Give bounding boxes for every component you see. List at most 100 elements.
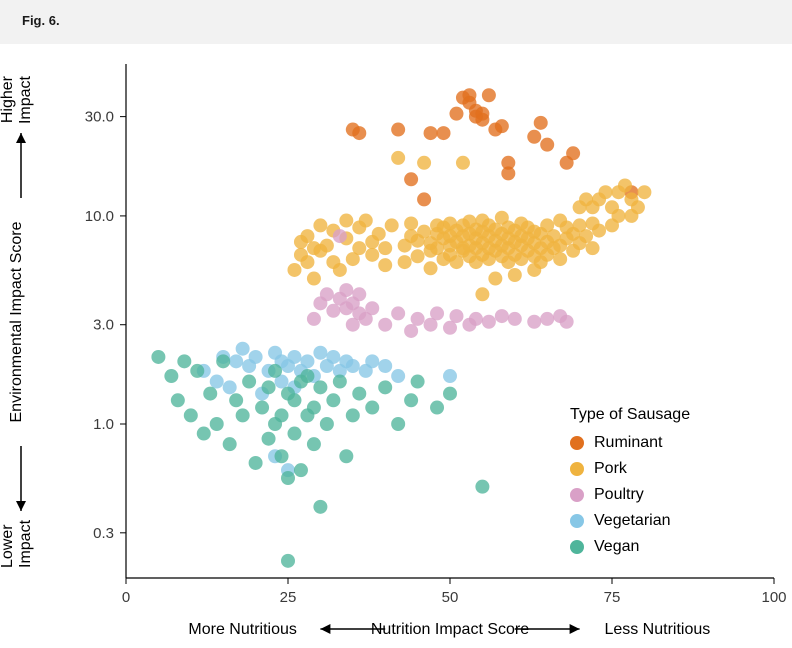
legend-label: Ruminant	[594, 434, 662, 452]
data-point	[637, 185, 651, 199]
data-point	[618, 179, 632, 193]
legend-item: Vegan	[570, 534, 690, 560]
data-point	[249, 456, 263, 470]
data-point	[216, 354, 230, 368]
data-point	[300, 229, 314, 243]
data-point	[482, 88, 496, 102]
data-point	[592, 224, 606, 238]
data-point	[430, 401, 444, 415]
y-label-higher: Higher	[0, 75, 16, 123]
data-point	[339, 449, 353, 463]
data-point	[501, 156, 515, 170]
data-point	[475, 480, 489, 494]
data-point	[508, 312, 522, 326]
data-point	[365, 248, 379, 262]
data-point	[287, 427, 301, 441]
data-point	[443, 387, 457, 401]
data-point	[488, 272, 502, 286]
legend-item: Poultry	[570, 482, 690, 508]
data-point	[313, 500, 327, 514]
figure-header-bar: Fig. 6.	[0, 0, 792, 44]
data-point	[599, 185, 613, 199]
legend-swatch	[570, 462, 584, 476]
data-point	[307, 312, 321, 326]
data-point	[475, 287, 489, 301]
data-point	[300, 354, 314, 368]
data-point	[352, 387, 366, 401]
legend-item: Vegetarian	[570, 508, 690, 534]
x-axis-label-group: More Nutritious Nutrition Impact Score Les…	[118, 586, 776, 648]
legend-swatch	[570, 514, 584, 528]
data-point	[404, 393, 418, 407]
legend-label: Pork	[594, 460, 627, 478]
data-point	[378, 258, 392, 272]
data-point	[236, 342, 250, 356]
data-point	[275, 408, 289, 422]
data-point	[352, 241, 366, 255]
data-point	[495, 119, 509, 133]
data-point	[398, 255, 412, 269]
data-point	[553, 252, 567, 266]
data-point	[223, 380, 237, 394]
x-label-more-nutritious: More Nutritious	[188, 621, 296, 638]
data-point	[326, 350, 340, 364]
legend-item: Ruminant	[570, 430, 690, 456]
data-point	[469, 312, 483, 326]
data-point	[391, 417, 405, 431]
data-point	[210, 375, 224, 389]
data-point	[197, 427, 211, 441]
data-point	[287, 263, 301, 277]
data-point	[359, 214, 373, 228]
data-point	[333, 229, 347, 243]
y-label-lower: Lower	[0, 524, 16, 568]
data-point	[475, 107, 489, 121]
data-point	[378, 359, 392, 373]
legend: Type of Sausage Ruminant Pork PoultryVegeta…	[570, 406, 690, 560]
data-point	[365, 301, 379, 315]
data-point	[313, 346, 327, 360]
data-point	[391, 306, 405, 320]
data-point	[404, 324, 418, 338]
data-point	[391, 369, 405, 383]
legend-swatch	[570, 436, 584, 450]
data-point	[320, 287, 334, 301]
data-point	[631, 200, 645, 214]
data-point	[560, 315, 574, 329]
data-point	[262, 432, 276, 446]
data-point	[378, 241, 392, 255]
data-point	[540, 312, 554, 326]
data-point	[313, 218, 327, 232]
data-point	[424, 126, 438, 140]
x-label-less-nutritious: Less Nutritious	[604, 621, 710, 638]
data-point	[385, 218, 399, 232]
data-point	[307, 437, 321, 451]
data-point	[242, 375, 256, 389]
y-label-higher-2: Impact	[17, 75, 34, 124]
data-point	[281, 471, 295, 485]
data-point	[339, 214, 353, 228]
data-point	[275, 449, 289, 463]
data-point	[449, 107, 463, 121]
legend-title: Type of Sausage	[570, 406, 690, 424]
data-point	[586, 241, 600, 255]
data-point	[346, 408, 360, 422]
data-point	[307, 272, 321, 286]
data-point	[411, 312, 425, 326]
data-point	[223, 437, 237, 451]
data-point	[365, 401, 379, 415]
x-axis-title: Nutrition Impact Score	[371, 621, 529, 638]
data-point	[378, 380, 392, 394]
data-point	[417, 192, 431, 206]
legend-swatch	[570, 540, 584, 554]
data-point	[210, 417, 224, 431]
data-point	[229, 393, 243, 407]
data-point	[527, 130, 541, 144]
data-point	[462, 88, 476, 102]
data-point	[268, 364, 282, 378]
data-point	[495, 309, 509, 323]
data-point	[151, 350, 165, 364]
data-point	[164, 369, 178, 383]
data-point	[352, 126, 366, 140]
data-point	[320, 417, 334, 431]
data-point	[352, 287, 366, 301]
